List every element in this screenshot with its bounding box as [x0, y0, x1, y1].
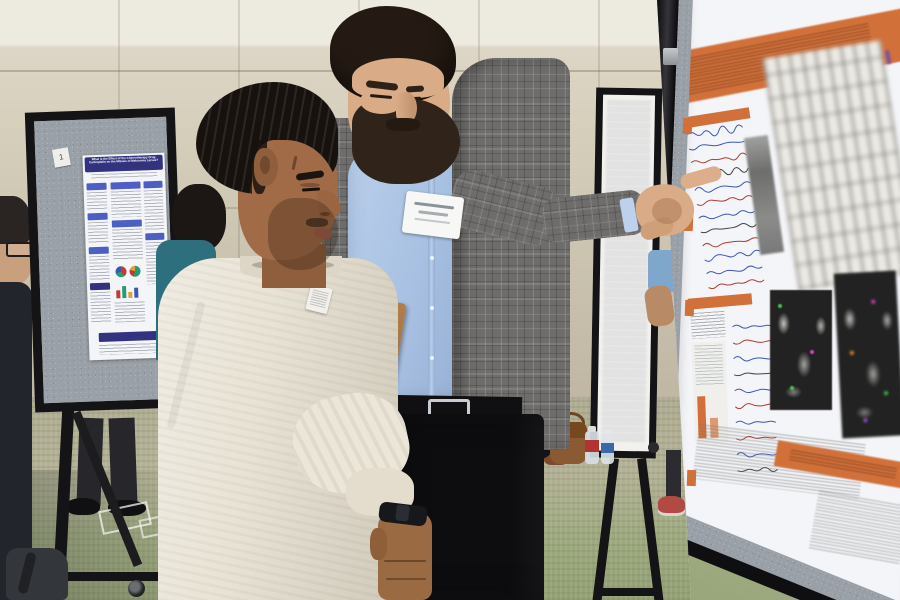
bar: [128, 291, 133, 298]
background-person-shirt: [156, 240, 216, 360]
middle-stand-leg: [592, 458, 619, 600]
left-poster-text-block: [90, 291, 112, 323]
left-poster-section-chip: [86, 182, 107, 191]
right-poster-microscopy-panel: [770, 290, 832, 410]
bar: [122, 286, 127, 299]
bottle-cap: [604, 430, 611, 435]
red-sneaker: [658, 496, 685, 513]
forearm: [643, 284, 676, 328]
backpack: [6, 548, 68, 600]
schematic-lines: [694, 344, 724, 386]
bar: [884, 49, 892, 65]
stand-brace: [72, 410, 143, 567]
left-poster-section-chip: [89, 282, 111, 291]
marker-dot-magenta: [810, 350, 814, 354]
far-left-person: [0, 196, 60, 600]
left-board-number: 1: [58, 152, 65, 162]
left-poster-section-chip: [87, 212, 108, 221]
marker-dot-purple: [863, 418, 868, 423]
pant-leg: [666, 450, 681, 500]
poster-edge-fragment: [683, 214, 694, 232]
poster-edge-fragment: [684, 299, 695, 317]
middle-stand-foot: [601, 588, 659, 596]
background-person-teal: [156, 184, 230, 360]
left-poster-text-block: [86, 191, 108, 211]
water-bottle: [601, 430, 614, 464]
marker-dot-green: [778, 304, 782, 308]
caster-wheel: [128, 580, 145, 597]
left-poster-text-block: [99, 342, 162, 356]
left-poster-text-block: [88, 255, 110, 281]
backpack-strap: [17, 551, 37, 595]
right-poster-board: [657, 0, 900, 600]
left-poster-text-block: [114, 301, 146, 323]
left-poster-text-block: [110, 190, 142, 218]
purse-flap: [550, 422, 587, 438]
bottle-label: [585, 440, 599, 452]
left-poster-section-chip: [110, 181, 141, 190]
clipboard: [317, 294, 407, 467]
middle-poster-content: [601, 100, 651, 442]
maroon-person-shirt: [503, 232, 545, 332]
bar: [116, 290, 121, 299]
left-poster-authors: [91, 171, 158, 180]
left-poster-pie-chart: [129, 265, 141, 277]
left-poster-pie-chart: [115, 266, 127, 278]
stand-foot-bar: [34, 572, 160, 581]
marker-dot-orange: [849, 350, 854, 355]
left-poster-footer-chip: [98, 330, 161, 343]
right-poster-microscopy-panel: [833, 270, 900, 439]
left-poster-bar-chart: [116, 283, 142, 299]
bottle-cap: [588, 426, 596, 432]
sneaker-person: [658, 450, 688, 516]
left-poster-text-block: [112, 228, 144, 260]
left-poster-section-chip: [111, 219, 142, 228]
water-bottle: [585, 426, 599, 464]
purse: [544, 412, 587, 464]
middle-board-caster: [648, 442, 659, 453]
left-poster-title-bar: What is the Effect of the Chemotherapy D…: [84, 154, 163, 173]
left-poster-text-block: [87, 221, 109, 245]
marker-dot-green: [883, 391, 889, 396]
maroon-person: [503, 232, 547, 432]
left-poster-title: What is the Effect of the Chemotherapy D…: [89, 154, 159, 165]
clipboard-clip-hole: [364, 368, 371, 375]
marker-dot-magenta: [871, 299, 876, 304]
bottle-label: [601, 443, 614, 453]
frame-clamp: [663, 48, 678, 65]
bar: [134, 287, 139, 298]
marker-dot-green: [790, 386, 794, 390]
far-left-person-glasses: [6, 242, 36, 257]
far-left-person-body: [0, 282, 32, 600]
shoe: [66, 498, 100, 515]
left-board-number-label: 1: [51, 147, 71, 168]
poster-edge-fragment: [682, 117, 693, 135]
far-left-person-hair: [0, 196, 32, 244]
middle-poster-board: [589, 87, 664, 600]
left-poster-section-chip: [88, 246, 109, 255]
right-poster-text-block: [690, 310, 726, 340]
poster-edge-fragment: [686, 469, 697, 487]
